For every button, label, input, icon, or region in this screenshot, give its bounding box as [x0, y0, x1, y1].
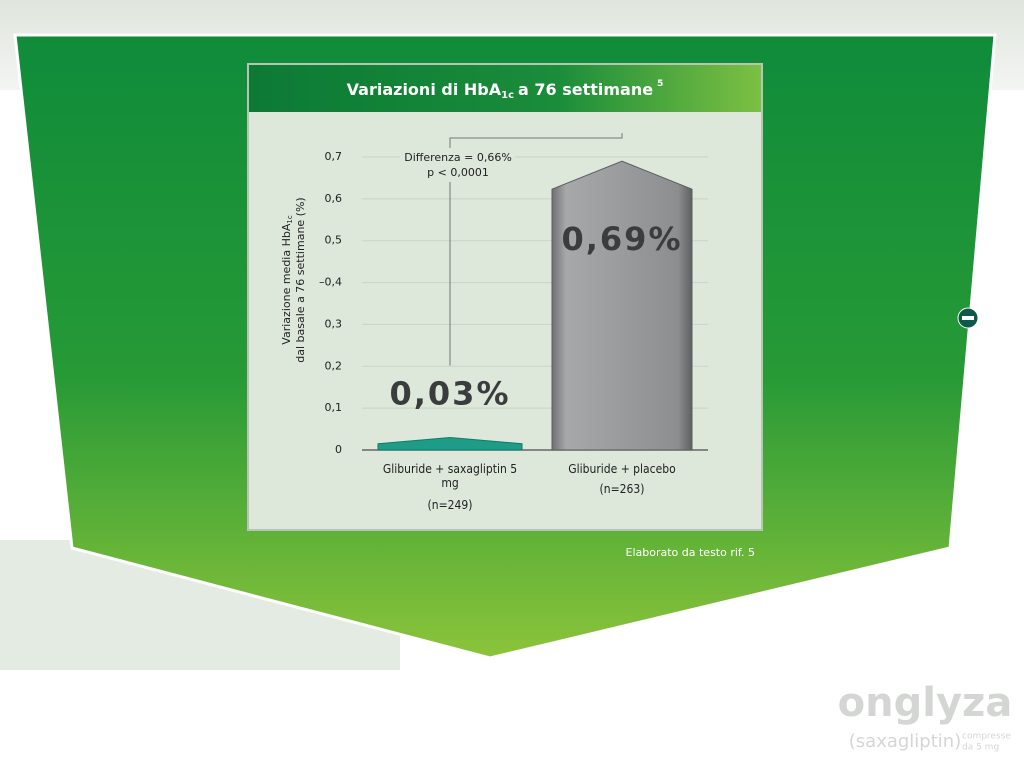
- y-tick-label: 0,1: [325, 401, 343, 414]
- y-label-line: dal basale a 76 settimane (%): [294, 197, 307, 362]
- y-tick-label: 0,2: [325, 359, 343, 372]
- annotation: Differenza = 0,66%: [404, 151, 512, 164]
- minus-icon: [962, 316, 974, 320]
- chart-title: Variazioni di HbA1c a 76 settimane 5: [347, 79, 664, 102]
- y-tick-label: 0,7: [325, 150, 343, 163]
- category-note: (n=249): [427, 498, 473, 512]
- title-text: Variazioni di HbA: [347, 80, 502, 99]
- logo-form: compresse: [962, 732, 1011, 742]
- y-label-text: Variazione media HbA: [280, 223, 293, 345]
- logo-generic: (saxagliptin): [849, 731, 961, 752]
- bar: [377, 436, 523, 451]
- value-label: 0,69%: [561, 220, 682, 258]
- source-note: Elaborato da testo rif. 5: [626, 546, 755, 559]
- logo: onglyza: [838, 680, 1013, 726]
- category-label: Gliburide + placebo: [568, 462, 676, 476]
- title-text: a 76 settimane: [518, 80, 653, 99]
- title-sub: 1c: [501, 90, 514, 101]
- annotation-bg: [400, 148, 515, 182]
- title-sup: 5: [657, 79, 663, 89]
- y-tick-label: 0,3: [325, 317, 343, 330]
- logo-form: da 5 mg: [962, 743, 999, 753]
- y-axis-label: Variazione media HbA1c dal basale a 76 s…: [280, 197, 307, 362]
- annotation: p < 0,0001: [427, 166, 489, 179]
- y-label-sub: 1c: [286, 215, 294, 223]
- chart-header: [249, 65, 761, 112]
- y-tick-label: 0,5: [325, 234, 343, 247]
- bar: [551, 160, 693, 451]
- category-note: (n=263): [599, 482, 645, 496]
- value-label: 0,03%: [389, 374, 510, 412]
- difference-bracket: [449, 133, 623, 366]
- y-tick-label: –0,4: [319, 276, 342, 289]
- category-label: Gliburide + saxagliptin 5 mg: [382, 462, 518, 490]
- y-label-line: Variazione media HbA1c: [280, 215, 294, 345]
- y-tick-label: 0,6: [325, 192, 343, 205]
- y-tick-label: 0: [335, 443, 342, 456]
